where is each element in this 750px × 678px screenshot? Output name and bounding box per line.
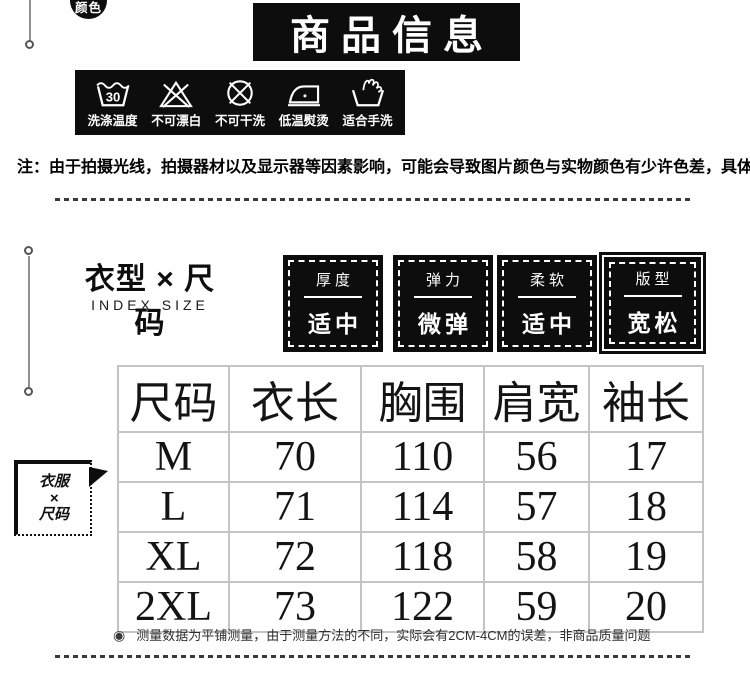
size-table: 尺码 衣长 胸围 肩宽 袖长 M 70 110 56 17 L 71 114 5… (117, 365, 704, 633)
size-bubble-line: 尺码 (38, 506, 69, 524)
size-cell: 19 (588, 531, 704, 583)
section-subtitle: INDEX SIZE (91, 297, 209, 313)
care-label: 适合手洗 (342, 113, 393, 128)
attribute-badge-inner: 柔软 适中 (502, 260, 592, 347)
dashed-divider-top (55, 198, 690, 201)
care-label: 低温熨烫 (278, 113, 329, 128)
product-info-banner: 商品信息 (253, 3, 520, 61)
size-bubble-line: 衣服 (38, 473, 69, 491)
bullseye-icon: ◉ (113, 626, 126, 643)
care-item-hand-wash: 适合手洗 (336, 78, 399, 129)
size-cell: L (117, 481, 230, 533)
wash-temperature-icon: 30 (95, 81, 130, 106)
hand-wash-icon (351, 78, 384, 106)
size-cell: XL (117, 531, 230, 583)
attribute-divider (414, 295, 472, 298)
size-cell: 110 (360, 431, 485, 483)
attribute-name: 柔软 (529, 271, 568, 289)
attribute-badge-elasticity: 弹力 微弹 (393, 255, 493, 352)
attribute-divider (518, 295, 576, 298)
size-table-header-cell: 胸围 (360, 365, 485, 433)
measure-note: ◉ 测量数据为平铺测量，由于测量方法的不同，实际会有2CM-4CM的误差，非商品… (113, 625, 650, 644)
size-table-header-cell: 袖长 (588, 365, 704, 433)
attribute-name: 版型 (635, 271, 674, 288)
attribute-name: 弹力 (425, 271, 464, 289)
guide-line-middle (28, 256, 30, 387)
size-cell: 57 (483, 481, 590, 533)
guide-ring (24, 246, 33, 255)
color-notice: 注：由于拍摄光线，拍摄器材以及显示器等因素影响，可能会导致图片颜色与实物颜色有少… (17, 159, 750, 176)
guide-ring (25, 40, 34, 49)
no-dry-clean-icon (227, 79, 253, 106)
size-cell: 122 (360, 581, 485, 633)
care-label: 洗涤温度 (87, 113, 138, 128)
attribute-badge-thickness: 厚度 适中 (283, 255, 383, 352)
attribute-divider (623, 295, 682, 297)
size-table-header-row: 尺码 衣长 胸围 肩宽 袖长 (117, 365, 704, 433)
guide-ring (24, 387, 33, 396)
size-table-header-cell: 尺码 (117, 365, 230, 433)
attribute-value: 宽松 (627, 310, 682, 336)
size-cell: 73 (228, 581, 362, 633)
size-cell: 59 (483, 581, 590, 633)
attribute-badge-inner: 厚度 适中 (288, 260, 378, 347)
size-cell: 17 (588, 431, 704, 483)
section-title: 衣型 × 尺码 (84, 263, 216, 340)
attribute-badge-fit-outline: 版型 宽松 (599, 252, 706, 354)
care-item-wash-temperature: 30 洗涤温度 (81, 78, 144, 129)
attribute-badge-softness: 柔软 适中 (497, 255, 597, 352)
attribute-value: 微弹 (418, 310, 472, 337)
size-table-header-cell: 肩宽 (483, 365, 590, 433)
size-table-header-cell: 衣长 (228, 365, 362, 433)
size-bubble-line: × (49, 489, 59, 507)
banner-title: 商品信息 (290, 14, 494, 58)
wash-temperature-value: 30 (105, 89, 120, 104)
attribute-value: 适中 (308, 310, 362, 337)
size-cell: 118 (360, 531, 485, 583)
size-cell: 70 (228, 431, 362, 483)
care-label: 不可干洗 (214, 113, 265, 128)
attribute-badge-inner: 弹力 微弹 (398, 260, 488, 347)
size-cell: 72 (228, 531, 362, 583)
size-table-row: L 71 114 57 18 (117, 481, 704, 533)
guide-line-top (29, 0, 31, 41)
low-temp-iron-icon (287, 84, 320, 106)
care-instructions-bar: 30 洗涤温度 不可漂白 不可干洗 低温熨烫 (75, 70, 405, 135)
size-bubble-arrow (89, 467, 108, 487)
color-badge-label: 颜色 (74, 1, 102, 15)
size-cell: 2XL (117, 581, 230, 633)
care-label: 不可漂白 (151, 113, 202, 128)
attribute-badge-inner: 版型 宽松 (609, 262, 696, 344)
care-item-no-bleach: 不可漂白 (145, 78, 208, 129)
attribute-value: 适中 (522, 310, 576, 337)
size-cell: 71 (228, 481, 362, 533)
dashed-divider-bottom (55, 655, 690, 658)
size-cell: 18 (588, 481, 704, 533)
size-cell: 58 (483, 531, 590, 583)
size-cell: 114 (360, 481, 485, 533)
size-cell: 56 (483, 431, 590, 483)
size-cell: 20 (588, 581, 704, 633)
size-table-row: XL 72 118 58 19 (117, 531, 704, 583)
no-bleach-icon (159, 80, 194, 108)
measure-note-text: 测量数据为平铺测量，由于测量方法的不同，实际会有2CM-4CM的误差，非商品质量… (136, 628, 651, 643)
care-item-no-dry-clean: 不可干洗 (209, 78, 272, 129)
size-table-row: M 70 110 56 17 (117, 431, 704, 483)
attribute-name: 厚度 (315, 271, 354, 289)
size-cell: M (117, 431, 230, 483)
attribute-badge-fit: 版型 宽松 (604, 257, 701, 349)
color-badge: 颜色 (70, 0, 107, 19)
attribute-divider (304, 295, 362, 298)
size-bubble: 衣服 × 尺码 (14, 460, 92, 536)
size-table-row: 2XL 73 122 59 20 (117, 581, 704, 633)
care-item-low-temp-iron: 低温熨烫 (272, 78, 335, 129)
